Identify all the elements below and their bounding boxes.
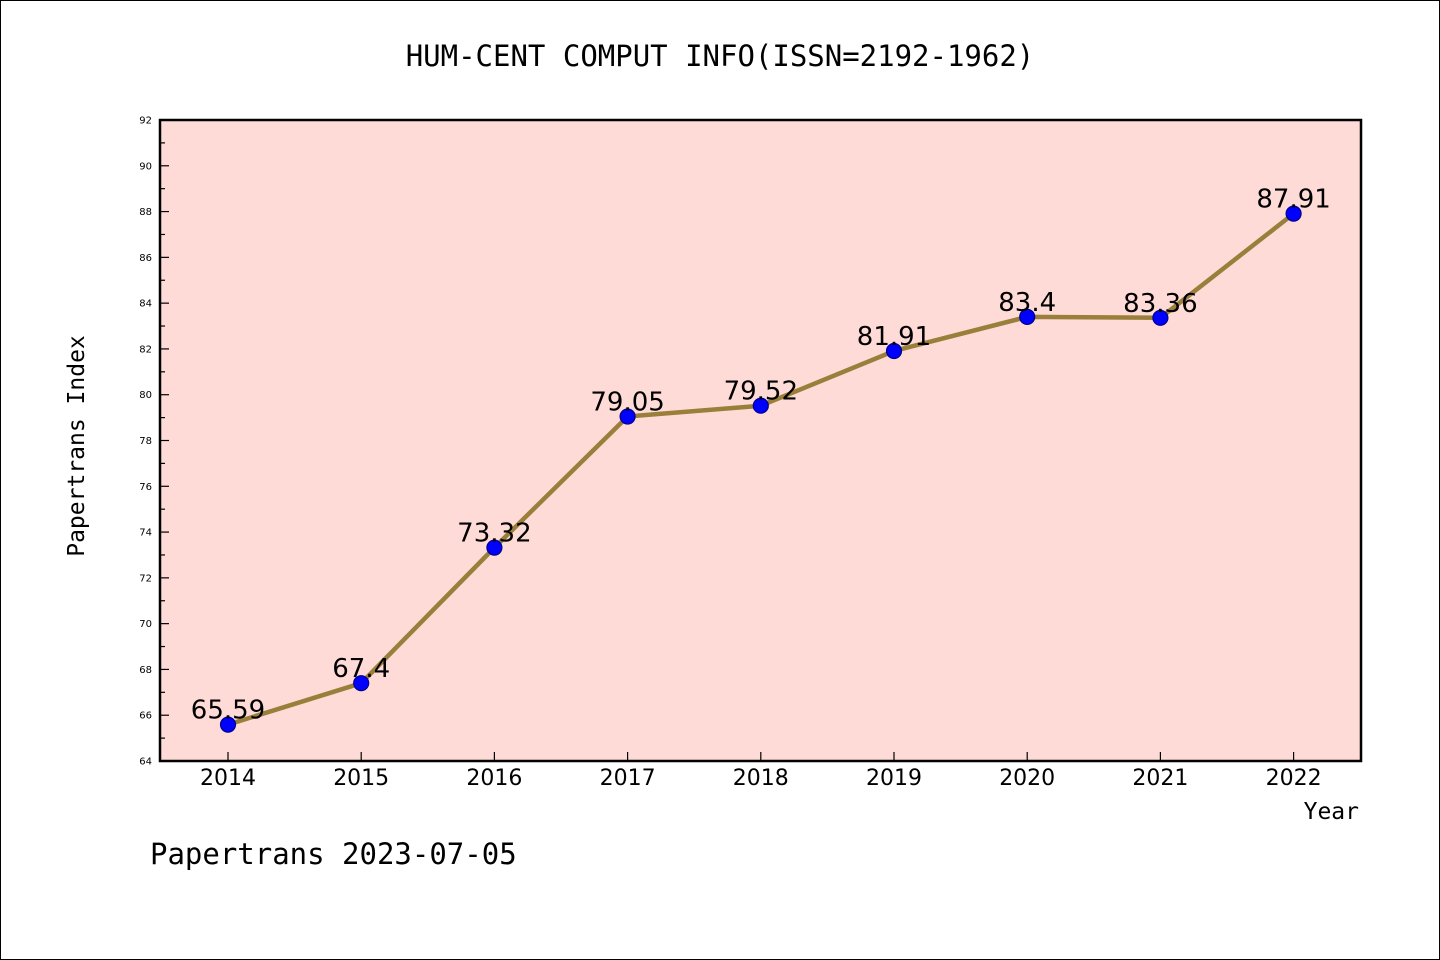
data-label: 65.59	[191, 696, 265, 726]
y-tick-label: 76	[139, 482, 152, 493]
plot-area	[160, 120, 1361, 761]
data-label: 83.4	[998, 288, 1056, 318]
data-label: 67.4	[332, 654, 390, 684]
y-tick-label: 88	[139, 207, 152, 218]
y-tick-label: 72	[139, 573, 152, 584]
data-point	[486, 539, 503, 556]
x-tick-label: 2022	[1266, 766, 1322, 791]
data-label: 87.91	[1256, 185, 1330, 215]
data-point	[1019, 308, 1036, 325]
data-label: 81.91	[857, 322, 931, 352]
data-point	[1285, 205, 1302, 222]
data-point	[619, 408, 636, 425]
x-axis-label: Year	[1304, 799, 1359, 825]
data-point	[353, 675, 370, 692]
x-tick-label: 2016	[466, 766, 522, 791]
x-tick-label: 2014	[200, 766, 256, 791]
data-label: 79.05	[590, 387, 664, 417]
y-tick-label: 82	[139, 344, 152, 355]
y-tick-label: 70	[139, 619, 152, 630]
x-tick-label: 2017	[600, 766, 656, 791]
y-tick-label: 92	[139, 116, 152, 127]
data-label: 83.36	[1123, 289, 1197, 319]
x-tick-label: 2021	[1132, 766, 1188, 791]
y-tick-label: 86	[139, 253, 152, 264]
y-tick-label: 66	[139, 711, 152, 722]
y-tick-label: 68	[139, 665, 152, 676]
x-tick-label: 2019	[866, 766, 922, 791]
x-tick-label: 2015	[333, 766, 389, 791]
data-label: 79.52	[724, 377, 798, 407]
y-tick-label: 74	[139, 528, 152, 539]
y-tick-label: 80	[139, 390, 152, 401]
data-point	[885, 342, 903, 360]
y-axis-label: Papertrans Index	[64, 335, 90, 557]
data-label: 73.32	[457, 519, 531, 549]
y-tick-label: 78	[139, 436, 152, 447]
x-tick-label: 2020	[999, 766, 1055, 791]
y-tick-label: 64	[139, 757, 152, 768]
series-group: 65.59 67.4 73.32 79.05 79.52 81.91 83.4 83.36 87…	[191, 185, 1331, 733]
y-tick-label: 90	[139, 161, 152, 172]
chart-title: HUM-CENT COMPUT INFO(ISSN=2192-1962)	[406, 39, 1035, 73]
x-axis: 2014 2015 2016 2017 2018 2019 2020 2021 2022	[200, 752, 1322, 791]
footer-text: Papertrans 2023-07-05	[150, 837, 517, 871]
plot-border	[158, 118, 1363, 763]
data-point	[219, 716, 237, 733]
y-tick-label: 84	[139, 299, 152, 310]
x-tick-label: 2018	[733, 766, 789, 791]
data-point	[752, 397, 769, 414]
data-point	[1152, 309, 1169, 326]
